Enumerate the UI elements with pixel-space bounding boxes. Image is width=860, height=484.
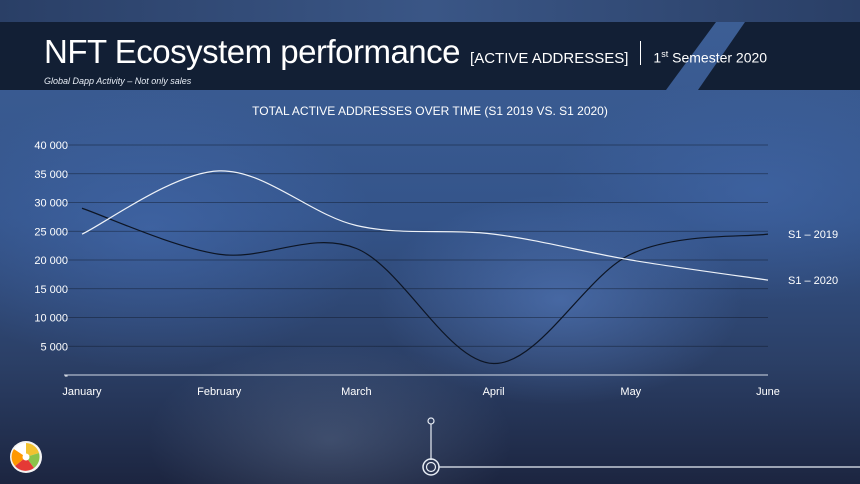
brand-logo-icon (10, 441, 42, 473)
page-subtitle: Global Dapp Activity – Not only sales (44, 76, 192, 86)
x-tick-label: May (620, 386, 641, 398)
x-tick-label: June (756, 386, 780, 398)
y-tick-label: 5 000 (40, 341, 68, 353)
series-line-s1-2019 (81, 207, 769, 365)
page-title: NFT Ecosystem performance (44, 33, 461, 70)
y-tick-label: 35 000 (34, 169, 68, 181)
y-tick-label: 40 000 (34, 140, 68, 152)
x-tick-label: March (341, 386, 372, 398)
page-title-row: NFT Ecosystem performance [ACTIVE ADDRES… (44, 33, 767, 73)
timeline-top-node (427, 417, 435, 425)
y-tick-label: 15 000 (34, 284, 68, 296)
timeline-node-inner (425, 461, 437, 473)
series-label: S1 – 2019 (788, 229, 838, 241)
chart-title: TOTAL ACTIVE ADDRESSES OVER TIME (S1 201… (252, 104, 608, 118)
y-tick-label: 20 000 (34, 255, 68, 267)
y-tick-label: 30 000 (34, 198, 68, 210)
x-tick-label: April (483, 386, 505, 398)
title-separator (640, 41, 642, 65)
y-tick-label: - (64, 370, 68, 382)
x-tick-label: February (197, 386, 242, 398)
title-tag: [ACTIVE ADDRESSES] (470, 50, 629, 67)
y-tick-label: 10 000 (34, 313, 68, 325)
semester-label: 1st Semester 2020 (653, 49, 768, 66)
series-line-s1-2020 (81, 170, 769, 281)
header-shape (0, 22, 860, 90)
y-tick-label: 25 000 (34, 226, 68, 238)
top-band (0, 0, 860, 22)
timeline-node-outer (422, 458, 440, 476)
x-tick-label: January (62, 386, 102, 398)
series-label: S1 – 2020 (788, 275, 838, 287)
header-band (0, 22, 860, 90)
